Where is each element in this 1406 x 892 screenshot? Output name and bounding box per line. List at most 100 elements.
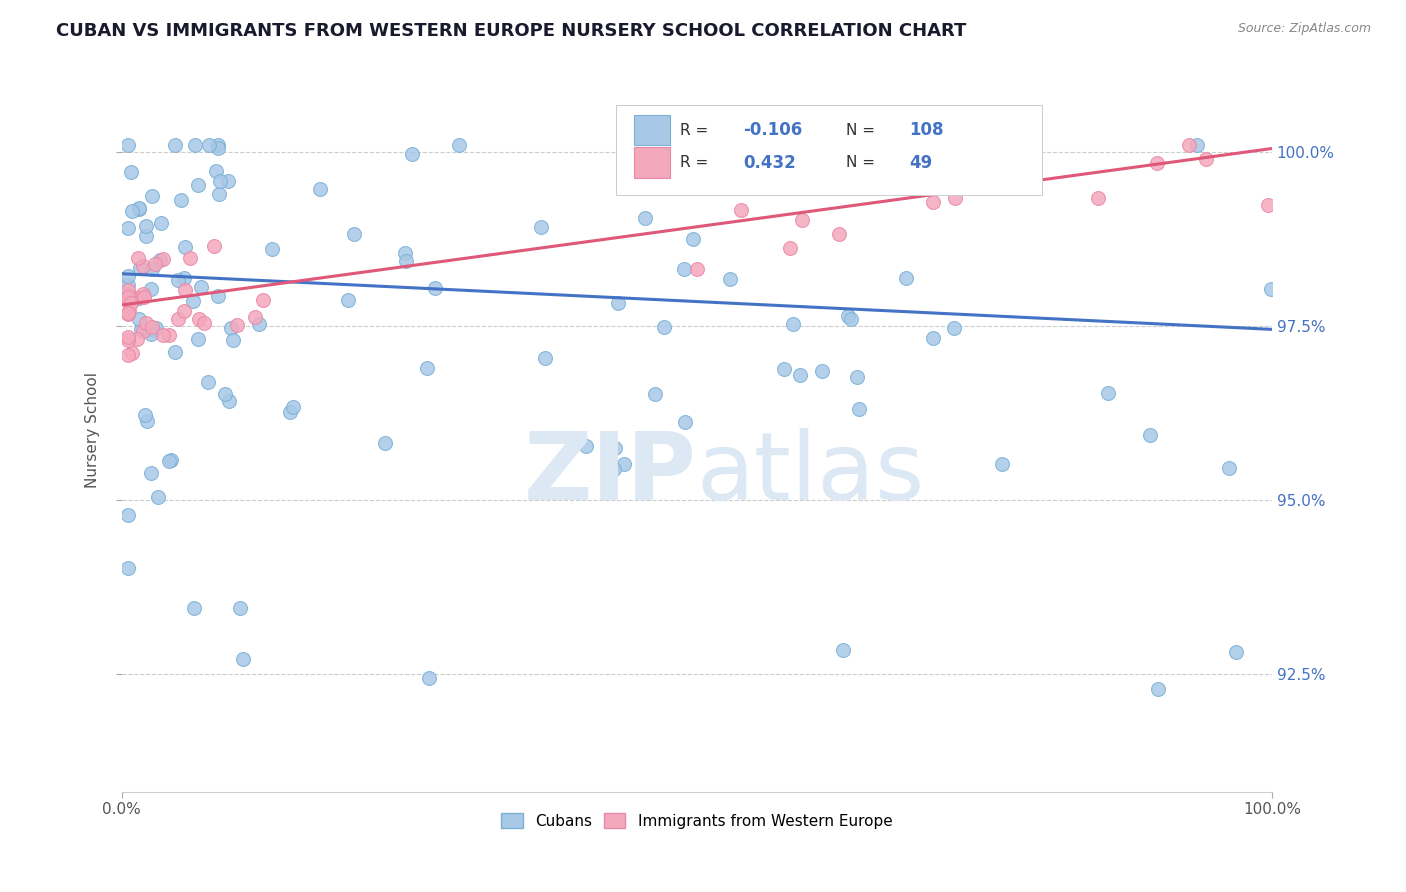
Point bbox=[418, 671, 440, 685]
Point bbox=[132, 259, 155, 273]
Point bbox=[121, 204, 143, 219]
Point bbox=[124, 291, 146, 305]
Text: R =: R = bbox=[679, 122, 713, 137]
Point bbox=[831, 643, 853, 657]
Point bbox=[634, 211, 657, 226]
Point bbox=[673, 262, 696, 277]
Point bbox=[128, 291, 150, 305]
Point bbox=[209, 174, 232, 188]
Point bbox=[120, 165, 142, 179]
Point bbox=[141, 189, 163, 203]
Point bbox=[704, 155, 727, 169]
Point bbox=[183, 600, 205, 615]
Point bbox=[143, 323, 166, 337]
Point bbox=[262, 242, 284, 256]
Point bbox=[198, 138, 221, 153]
Point bbox=[673, 138, 696, 153]
Point bbox=[160, 453, 183, 467]
Point bbox=[652, 320, 675, 334]
Point bbox=[202, 239, 225, 253]
Point bbox=[415, 361, 437, 376]
Point bbox=[1146, 155, 1168, 169]
Point bbox=[141, 467, 163, 481]
Point bbox=[181, 294, 204, 309]
FancyBboxPatch shape bbox=[616, 104, 1042, 195]
Point bbox=[845, 369, 868, 384]
Point bbox=[1146, 681, 1168, 696]
Point bbox=[165, 344, 187, 359]
Point bbox=[170, 193, 193, 207]
Point bbox=[128, 261, 150, 276]
Point bbox=[118, 288, 141, 302]
Point bbox=[118, 304, 141, 318]
Point bbox=[117, 138, 139, 153]
Point bbox=[773, 361, 796, 376]
Point bbox=[173, 283, 195, 297]
Point bbox=[117, 293, 139, 307]
Point bbox=[1195, 152, 1218, 166]
Point bbox=[229, 601, 252, 615]
Point bbox=[117, 561, 139, 575]
Point bbox=[135, 219, 157, 233]
Point bbox=[232, 652, 254, 666]
Point bbox=[207, 138, 229, 153]
Point bbox=[243, 310, 266, 324]
Point bbox=[117, 508, 139, 522]
Point bbox=[187, 312, 209, 326]
Point bbox=[143, 257, 166, 271]
Point bbox=[534, 351, 557, 366]
Point bbox=[204, 164, 226, 178]
Point bbox=[1011, 169, 1033, 183]
Point bbox=[139, 282, 162, 296]
Point bbox=[828, 227, 851, 242]
Point bbox=[218, 394, 240, 409]
Point bbox=[190, 280, 212, 294]
Point bbox=[1260, 282, 1282, 296]
Point bbox=[848, 401, 870, 416]
Legend: Cubans, Immigrants from Western Europe: Cubans, Immigrants from Western Europe bbox=[495, 807, 898, 835]
Point bbox=[214, 386, 236, 401]
Point bbox=[187, 178, 209, 192]
Text: Source: ZipAtlas.com: Source: ZipAtlas.com bbox=[1237, 22, 1371, 36]
Point bbox=[283, 400, 305, 414]
Point bbox=[607, 296, 630, 310]
Point bbox=[530, 220, 553, 235]
Text: R =: R = bbox=[679, 155, 713, 170]
Point bbox=[790, 212, 813, 227]
Point bbox=[278, 405, 301, 419]
Point bbox=[157, 453, 180, 467]
Point bbox=[179, 251, 201, 265]
Point bbox=[401, 147, 423, 161]
Point bbox=[1225, 644, 1247, 658]
Point bbox=[134, 408, 156, 422]
Point bbox=[837, 309, 859, 323]
Point bbox=[1015, 155, 1038, 169]
Y-axis label: Nursery School: Nursery School bbox=[86, 372, 100, 488]
Point bbox=[942, 321, 965, 335]
Text: N =: N = bbox=[846, 155, 880, 170]
Point bbox=[128, 202, 150, 216]
Point bbox=[208, 186, 231, 201]
Point bbox=[193, 316, 215, 330]
Point bbox=[117, 307, 139, 321]
Point bbox=[157, 327, 180, 342]
Point bbox=[673, 415, 696, 429]
Point bbox=[152, 327, 174, 342]
Point bbox=[644, 387, 666, 401]
Point bbox=[173, 240, 195, 254]
Point bbox=[121, 346, 143, 360]
Point bbox=[117, 221, 139, 235]
Point bbox=[129, 321, 152, 335]
Point bbox=[374, 435, 396, 450]
Point bbox=[1139, 427, 1161, 442]
Text: 108: 108 bbox=[910, 121, 943, 139]
Point bbox=[1185, 138, 1208, 153]
Point bbox=[173, 303, 195, 318]
Point bbox=[894, 271, 917, 285]
Point bbox=[132, 324, 155, 338]
Point bbox=[921, 331, 943, 345]
Point bbox=[943, 191, 966, 205]
FancyBboxPatch shape bbox=[634, 115, 671, 145]
Point bbox=[117, 290, 139, 304]
Point bbox=[128, 201, 150, 215]
